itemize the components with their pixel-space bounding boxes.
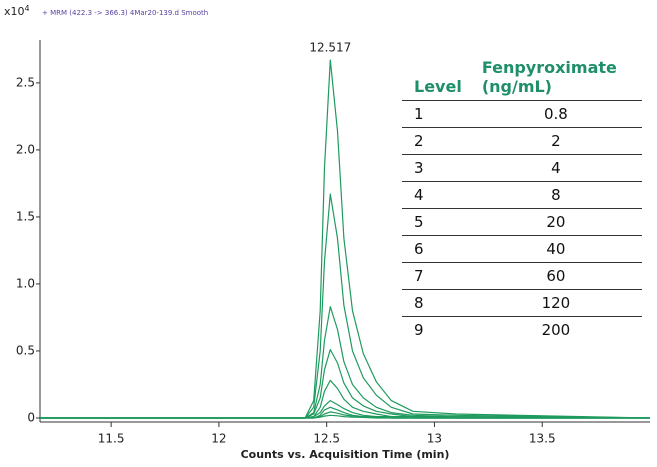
y-tick-label: 0 <box>27 410 35 424</box>
column-header: Level <box>414 77 462 96</box>
table-cell: 7 <box>402 262 470 290</box>
table-cell: 1 <box>402 100 470 128</box>
chart-subtitle: + MRM (422.3 -> 366.3) 4Mar20-139.d Smoo… <box>42 9 208 17</box>
x-axis-label: Counts vs. Acquisition Time (min) <box>241 448 450 461</box>
table-cell: 40 <box>469 235 642 263</box>
y-tick-label: 2.0 <box>16 142 35 156</box>
table-cell: 3 <box>402 154 470 182</box>
table-cell: 2 <box>469 127 642 155</box>
table-cell: 4 <box>402 181 470 209</box>
table-cell: 20 <box>469 208 642 236</box>
y-tick-label: 1.0 <box>16 276 35 290</box>
table-cell: 5 <box>402 208 470 236</box>
chromatogram-trace <box>40 306 651 419</box>
chromatogram-trace <box>40 400 650 419</box>
y-tick-label: 2.5 <box>16 75 35 89</box>
x-tick-label: 11.5 <box>98 432 125 446</box>
chromatogram-trace <box>40 414 650 419</box>
table-row: 5 20 <box>402 208 642 236</box>
chromatogram-trace <box>40 59 651 419</box>
table-row: 9 200 <box>402 316 642 343</box>
table-row: 6 40 <box>402 235 642 263</box>
table-cell: 200 <box>469 316 642 343</box>
scale-base: x10 <box>4 5 25 18</box>
chromatogram-trace <box>40 349 651 419</box>
table-cell: 4 <box>469 154 642 182</box>
table-cell: 6 <box>402 235 470 263</box>
table-row: 7 60 <box>402 262 642 290</box>
legend-table: Level Fenpyroximate (ng/mL) 1 0.8 2 2 3 4 4 8 5 2… <box>402 40 642 343</box>
x-tick-label: 12 <box>211 432 226 446</box>
column-header: Fenpyroximate (ng/mL) <box>481 58 617 96</box>
chromatogram-trace <box>40 193 651 419</box>
peak-annotation: 12.517 <box>309 41 351 55</box>
table-cell: 8 <box>402 289 470 317</box>
table-cell: 120 <box>469 289 642 317</box>
x-tick-label: 13 <box>427 432 442 446</box>
table-cell: 8 <box>469 181 642 209</box>
y-tick-label: 0.5 <box>16 343 35 357</box>
table-cell: 9 <box>402 316 470 343</box>
y-tick-label: 1.5 <box>16 209 35 223</box>
table-cell: 60 <box>469 262 642 290</box>
x-tick-label: 12.5 <box>313 432 340 446</box>
table-cell: 2 <box>402 127 470 155</box>
scale-exponent: 4 <box>25 4 30 13</box>
scale-label: x104 <box>4 4 30 19</box>
table-row: 8 120 <box>402 289 642 317</box>
table-row: 1 0.8 <box>402 100 642 128</box>
table-cell: 0.8 <box>469 100 642 128</box>
x-tick-label: 13.5 <box>529 432 556 446</box>
